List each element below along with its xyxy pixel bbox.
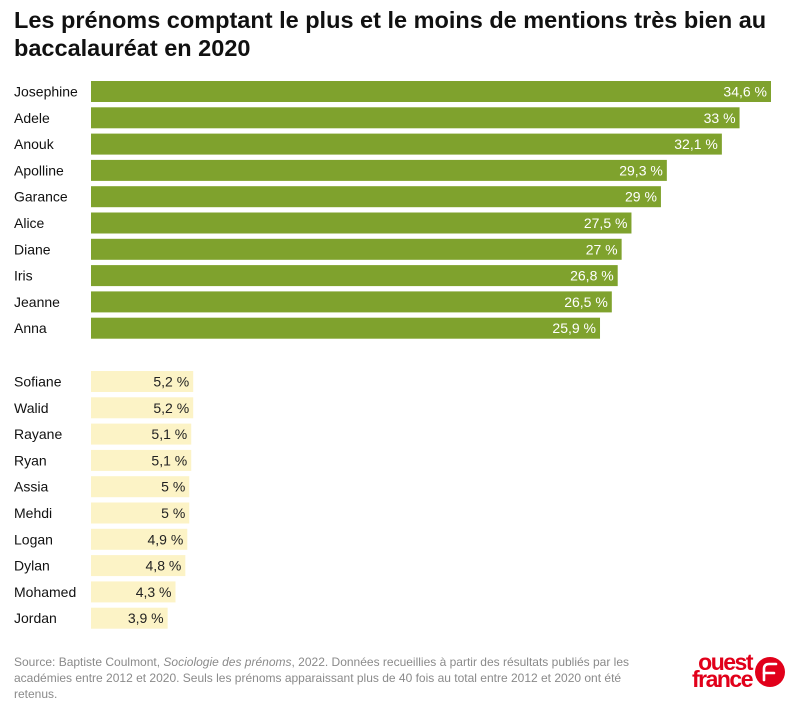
value-label: 5,1 % bbox=[151, 452, 187, 468]
value-label: 25,9 % bbox=[552, 320, 596, 336]
value-label: 33 % bbox=[704, 110, 736, 126]
value-label: 29,3 % bbox=[619, 162, 663, 178]
bar-dylan bbox=[91, 555, 186, 577]
value-label: 5,1 % bbox=[151, 426, 187, 442]
category-label: Walid bbox=[14, 400, 49, 416]
bar-alice bbox=[91, 212, 632, 234]
value-label: 4,8 % bbox=[146, 558, 182, 574]
category-label: Jordan bbox=[14, 610, 57, 626]
value-label: 5 % bbox=[161, 505, 185, 521]
value-label: 5,2 % bbox=[153, 400, 189, 416]
category-label: Mehdi bbox=[14, 505, 52, 521]
value-label: 32,1 % bbox=[674, 136, 718, 152]
ouest-france-logo: ouest france bbox=[676, 649, 786, 694]
category-label: Apolline bbox=[14, 162, 64, 178]
category-label: Alice bbox=[14, 215, 45, 231]
category-label: Sofiane bbox=[14, 374, 62, 390]
logo-line-2: france bbox=[691, 666, 754, 692]
value-label: 4,9 % bbox=[147, 531, 183, 547]
category-label: Iris bbox=[14, 268, 33, 284]
value-label: 29 % bbox=[625, 189, 657, 205]
value-label: 27 % bbox=[586, 241, 618, 257]
category-label: Anouk bbox=[14, 136, 55, 152]
category-label: Rayane bbox=[14, 426, 62, 442]
category-label: Garance bbox=[14, 189, 68, 205]
bar-garance bbox=[91, 186, 661, 208]
value-label: 34,6 % bbox=[723, 84, 767, 100]
bar-diane bbox=[91, 238, 622, 260]
bar-jeanne bbox=[91, 291, 612, 313]
bar-sofiane bbox=[91, 371, 194, 392]
category-label: Mohamed bbox=[14, 584, 76, 600]
category-label: Ryan bbox=[14, 452, 47, 468]
bar-adele bbox=[91, 107, 740, 129]
category-label: Jeanne bbox=[14, 294, 60, 310]
category-label: Dylan bbox=[14, 558, 50, 574]
value-label: 5 % bbox=[161, 479, 185, 495]
category-label: Adele bbox=[14, 110, 50, 126]
value-label: 3,9 % bbox=[128, 610, 164, 626]
category-label: Assia bbox=[14, 479, 48, 495]
bar-iris bbox=[91, 265, 618, 287]
category-label: Logan bbox=[14, 531, 53, 547]
bar-mohamed bbox=[91, 581, 176, 603]
bar-chart: Josephine 34,6 % Adele 33 % Anouk 32,1 % Apoll… bbox=[14, 81, 771, 629]
bar-assia bbox=[91, 476, 190, 498]
bar-ryan bbox=[91, 449, 192, 471]
bar-anouk bbox=[91, 133, 722, 155]
category-label: Anna bbox=[14, 320, 47, 336]
logo-wordmark: ouest france bbox=[676, 649, 754, 692]
value-label: 26,8 % bbox=[570, 268, 614, 284]
bar-jordan bbox=[91, 607, 168, 629]
bar-apolline bbox=[91, 159, 667, 181]
logo-line-1: ouest bbox=[698, 649, 753, 675]
bar-mehdi bbox=[91, 502, 190, 524]
bar-anna bbox=[91, 317, 601, 339]
source-note: Source: Baptiste Coulmont, Sociologie de… bbox=[14, 654, 654, 702]
bar-walid bbox=[91, 397, 194, 419]
logo-emblem-icon bbox=[755, 657, 785, 687]
value-label: 27,5 % bbox=[584, 215, 628, 231]
source-suffix: , 2022. Données recueillies à partir des… bbox=[14, 655, 630, 701]
bar-rayane bbox=[91, 423, 192, 445]
value-label: 5,2 % bbox=[153, 374, 189, 390]
source-book-title: Sociologie des prénoms bbox=[163, 655, 292, 669]
bar-logan bbox=[91, 528, 188, 550]
value-label: 26,5 % bbox=[564, 294, 608, 310]
source-prefix: Source: Baptiste Coulmont, bbox=[14, 655, 164, 669]
chart-title: Les prénoms comptant le plus et le moins… bbox=[14, 7, 767, 61]
value-label: 4,3 % bbox=[136, 584, 172, 600]
category-label: Josephine bbox=[14, 84, 78, 100]
bar-josephine bbox=[91, 81, 771, 102]
category-label: Diane bbox=[14, 241, 51, 257]
